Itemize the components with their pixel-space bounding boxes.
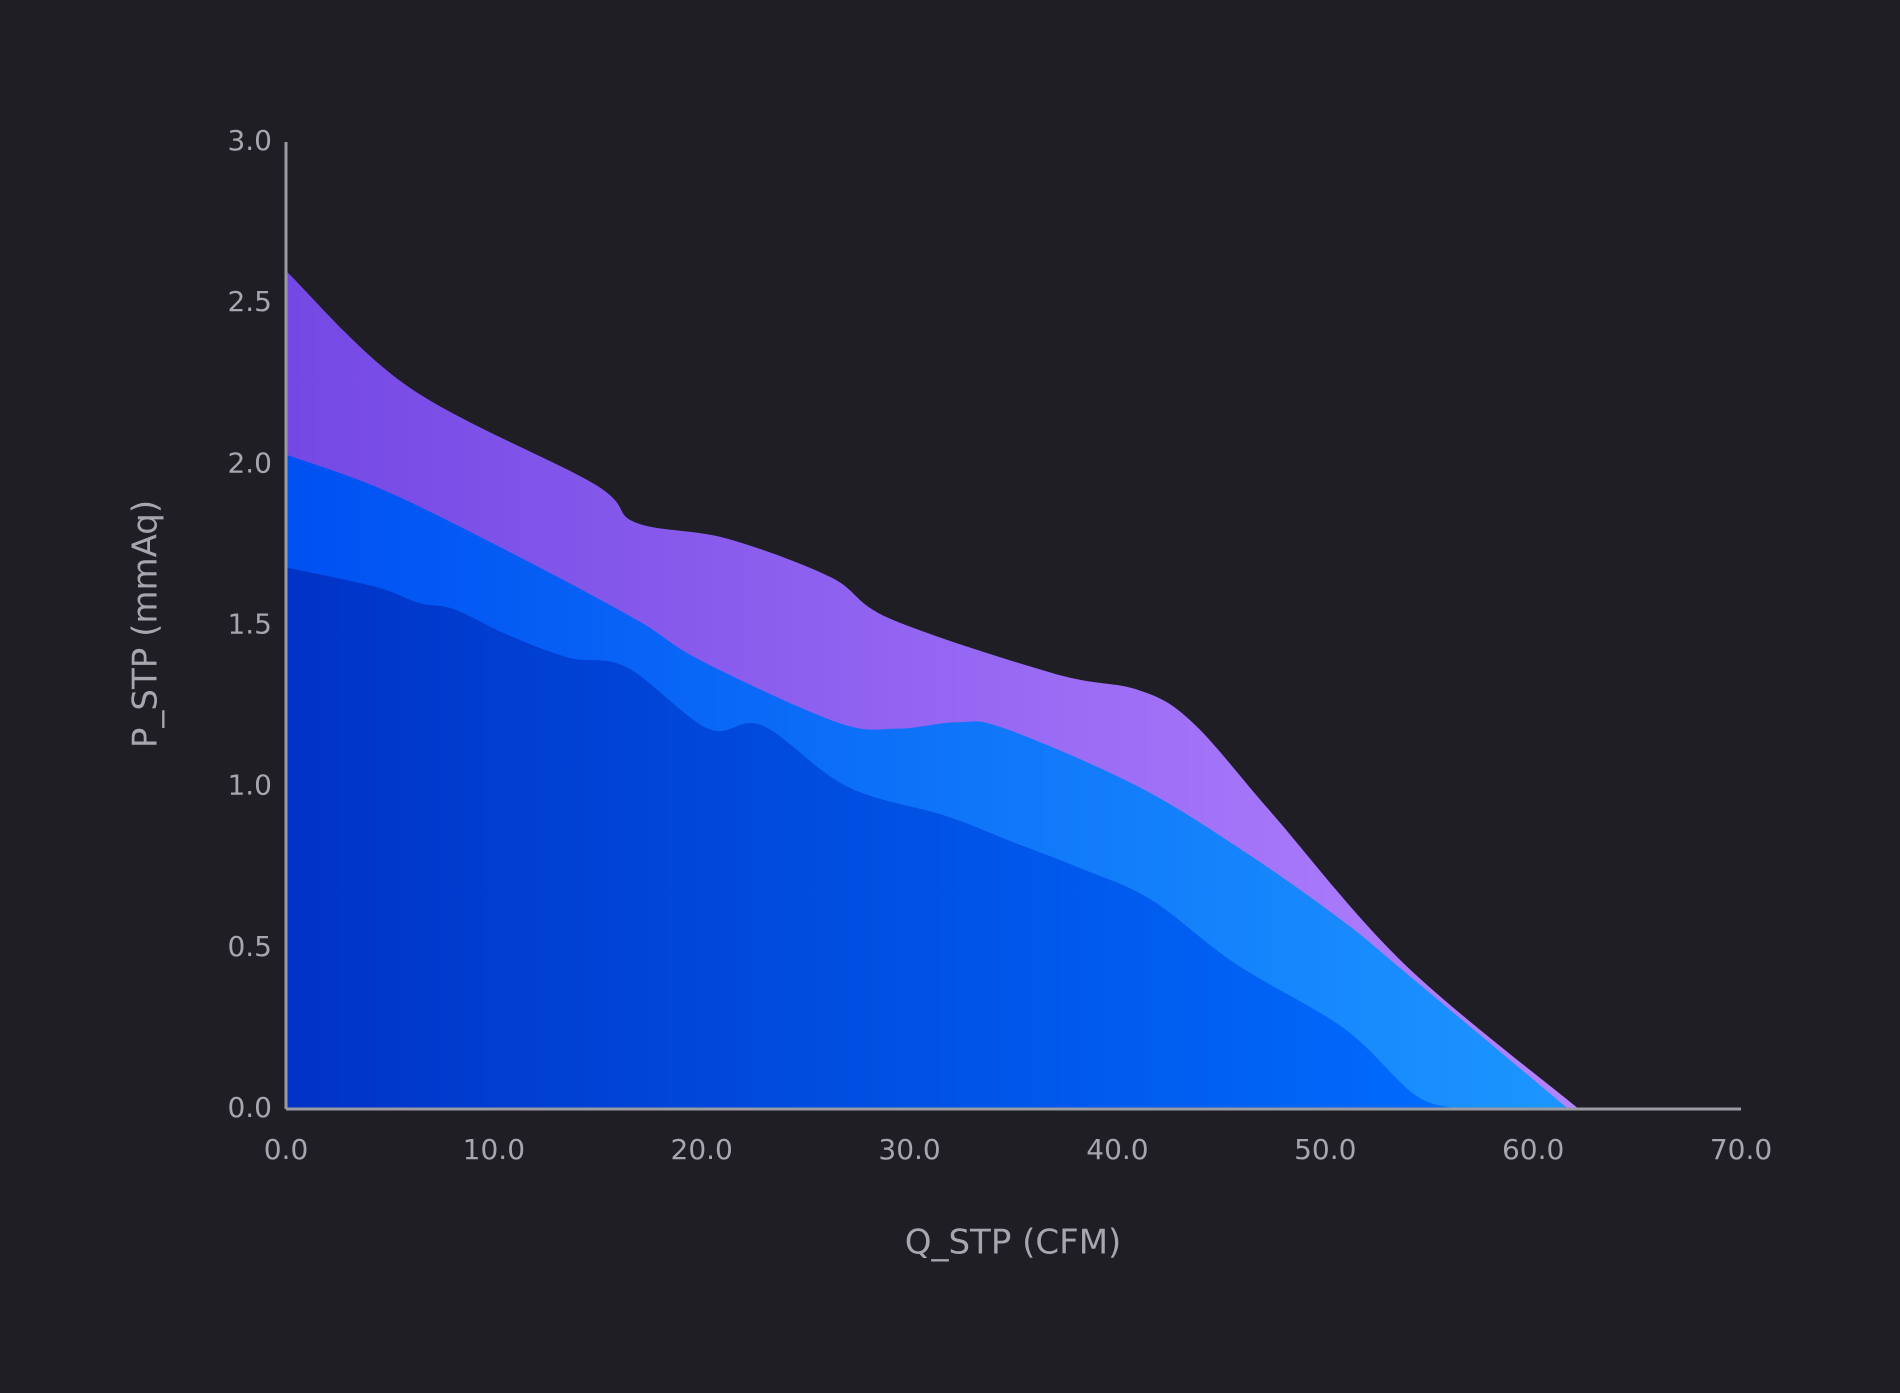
- y-tick-label: 1.0: [227, 769, 272, 802]
- y-tick-label: 2.5: [227, 285, 272, 318]
- y-tick-label: 3.0: [227, 124, 272, 157]
- x-tick-label: 10.0: [463, 1133, 525, 1166]
- x-tick-label: 60.0: [1502, 1133, 1564, 1166]
- y-tick-label: 0.0: [227, 1091, 272, 1124]
- x-tick-label: 70.0: [1710, 1133, 1772, 1166]
- y-tick-label: 1.5: [227, 608, 272, 641]
- x-tick-label: 30.0: [878, 1133, 940, 1166]
- x-tick-label: 40.0: [1086, 1133, 1148, 1166]
- area: [286, 567, 1467, 1109]
- y-tick-label: 2.0: [227, 446, 272, 479]
- x-tick-label: 20.0: [671, 1133, 733, 1166]
- y-tick-label: 0.5: [227, 930, 272, 963]
- x-axis-title: Q_STP (CFM): [905, 1223, 1122, 1263]
- x-tick-label: 50.0: [1294, 1133, 1356, 1166]
- y-axis-title: P_STP (mmAq): [126, 500, 166, 748]
- x-tick-label: 0.0: [264, 1133, 309, 1166]
